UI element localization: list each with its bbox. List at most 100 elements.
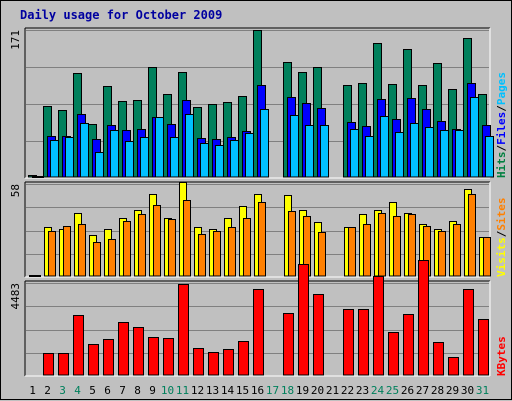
hits-bar-pages-day-10 [170, 137, 179, 178]
hits-ymax-label: 171 [9, 30, 22, 50]
kbytes-bar-kbytes-day-8 [133, 327, 144, 376]
kbytes-bar-kbytes-day-31 [478, 319, 489, 376]
x-tick-label-day-13: 13 [206, 384, 219, 397]
hits-legend-item-1: / [495, 145, 508, 152]
visits-bar-sites-day-14 [228, 227, 236, 277]
visits-legend-item-2: Sites [495, 198, 508, 231]
x-tick-label-day-15: 15 [236, 384, 249, 397]
hits-legend-item-3: / [495, 105, 508, 112]
x-tick-label-day-29: 29 [446, 384, 459, 397]
kbytes-bar-kbytes-day-16 [253, 289, 264, 376]
x-tick-label-day-1: 1 [29, 384, 36, 397]
x-tick-label-day-23: 23 [356, 384, 369, 397]
kbytes-bar-kbytes-day-25 [388, 332, 399, 376]
visits-bar-sites-day-22 [348, 227, 356, 277]
kbytes-bar-kbytes-day-5 [88, 344, 99, 376]
hits-bar-pages-day-3 [65, 137, 74, 178]
kbytes-bar-kbytes-day-4 [73, 315, 84, 376]
visits-bar-sites-day-5 [93, 242, 101, 277]
x-tick-label-day-24: 24 [371, 384, 385, 397]
hits-bar-pages-day-18 [290, 115, 299, 178]
x-tick-label-day-30: 30 [461, 384, 474, 397]
x-tick-label-day-21: 21 [326, 384, 339, 397]
x-tick-label-day-9: 9 [149, 384, 156, 397]
kbytes-bar-kbytes-day-14 [223, 349, 234, 376]
x-tick-label-day-16: 16 [251, 384, 264, 397]
kbytes-bar-kbytes-day-29 [448, 357, 459, 376]
kbytes-bar-kbytes-day-26 [403, 314, 414, 376]
kbytes-bar-kbytes-day-20 [313, 294, 324, 376]
x-tick-label-day-7: 7 [119, 384, 126, 397]
hits-bar-pages-day-16 [260, 109, 269, 178]
x-tick-label-day-11: 11 [176, 384, 189, 397]
visits-bar-sites-day-13 [213, 231, 221, 277]
x-tick-label-day-8: 8 [134, 384, 141, 397]
x-tick-label-day-19: 19 [296, 384, 309, 397]
kbytes-bar-kbytes-day-13 [208, 352, 219, 376]
x-tick-label-day-10: 10 [161, 384, 174, 397]
x-tick-label-day-17: 17 [266, 384, 279, 397]
hits-bar-pages-day-4 [80, 123, 89, 178]
x-tick-label-day-27: 27 [416, 384, 429, 397]
hits-bar-pages-day-1 [35, 176, 44, 178]
kbytes-bar-kbytes-day-11 [178, 284, 189, 376]
visits-bar-sites-day-1 [33, 275, 41, 277]
hits-bar-pages-day-15 [245, 133, 254, 178]
hits-bar-pages-day-2 [50, 140, 59, 178]
visits-bar-sites-day-8 [138, 214, 146, 277]
visits-bar-sites-day-3 [63, 226, 71, 277]
kbytes-bar-kbytes-day-9 [148, 337, 159, 376]
hits-bar-pages-day-30 [470, 97, 479, 178]
x-tick-label-day-25: 25 [386, 384, 399, 397]
x-tick-label-day-22: 22 [341, 384, 354, 397]
hits-bar-pages-day-9 [155, 117, 164, 178]
hits-bar-pages-day-19 [305, 125, 314, 178]
kbytes-bar-kbytes-day-10 [163, 338, 174, 376]
hits-legend: Hits/Files/Pages [495, 72, 508, 178]
visits-bar-sites-day-7 [123, 221, 131, 277]
visits-bar-sites-day-26 [408, 214, 416, 277]
hits-bar-pages-day-22 [350, 129, 359, 178]
visits-legend: Visits/Sites [495, 198, 508, 278]
visits-bar-sites-day-12 [198, 234, 206, 277]
visits-bar-sites-day-18 [288, 211, 296, 277]
kbytes-bar-kbytes-day-3 [58, 353, 69, 376]
kbytes-bar-kbytes-day-27 [418, 260, 429, 376]
hits-bar-pages-day-23 [365, 136, 374, 178]
kbytes-bar-kbytes-day-24 [373, 276, 384, 376]
kbytes-bar-kbytes-day-7 [118, 322, 129, 376]
hits-legend-item-2: Files [495, 112, 508, 145]
kbytes-bar-kbytes-day-6 [103, 339, 114, 376]
visits-bar-sites-day-20 [318, 232, 326, 277]
visits-bar-sites-day-15 [243, 218, 251, 277]
visits-bar-sites-day-16 [258, 202, 266, 277]
hits-legend-item-0: Hits [495, 152, 508, 179]
hits-bar-pages-day-14 [230, 140, 239, 178]
visits-bar-sites-day-28 [438, 231, 446, 277]
hits-bar-pages-day-20 [320, 125, 329, 178]
kbytes-legend: KBytes [495, 336, 508, 376]
kbytes-legend-item-0: KBytes [495, 336, 508, 376]
x-tick-label-day-28: 28 [431, 384, 444, 397]
x-tick-label-day-31: 31 [476, 384, 489, 397]
x-tick-label-day-14: 14 [221, 384, 235, 397]
hits-bar-pages-day-28 [440, 130, 449, 178]
visits-bar-sites-day-29 [453, 224, 461, 277]
hits-bar-pages-day-5 [95, 152, 104, 178]
x-tick-label-day-12: 12 [191, 384, 204, 397]
hits-bar-pages-day-13 [215, 145, 224, 178]
visits-bar-sites-day-11 [183, 200, 191, 277]
kbytes-bar-kbytes-day-28 [433, 342, 444, 376]
hits-legend-item-4: Pages [495, 72, 508, 105]
kbytes-ymax-label: 4483 [9, 283, 22, 310]
visits-bar-sites-day-6 [108, 239, 116, 277]
x-tick-label-day-20: 20 [311, 384, 324, 397]
visits-ymax-label: 58 [9, 184, 22, 197]
x-tick-label-day-3: 3 [59, 384, 66, 397]
visits-bar-sites-day-2 [48, 231, 56, 277]
hits-bar-pages-day-12 [200, 143, 209, 178]
chart-title: Daily usage for October 2009 [20, 8, 223, 22]
hits-bar-pages-day-24 [380, 116, 389, 178]
visits-bar-sites-day-31 [483, 237, 491, 277]
kbytes-bar-kbytes-day-19 [298, 264, 309, 376]
